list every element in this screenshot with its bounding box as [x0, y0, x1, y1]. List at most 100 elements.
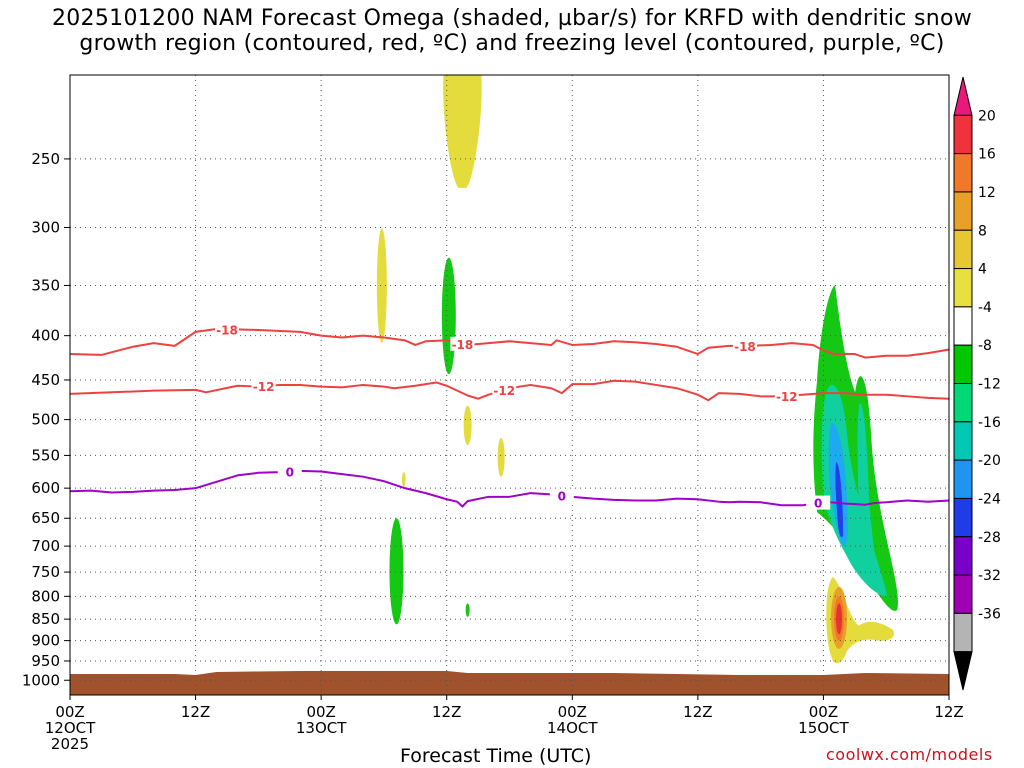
- contour-label-bg: [549, 488, 574, 503]
- plot-frame: [69, 74, 950, 696]
- y-tick-label: 550: [31, 446, 60, 464]
- colorbar-label: -4: [978, 300, 992, 316]
- x-tick-label: 12Z: [432, 703, 461, 721]
- colorbar-cell: [953, 153, 973, 193]
- chart-title: 2025101200 NAM Forecast Omega (shaded, µ…: [0, 6, 1024, 56]
- y-axis: 250 300 350 400 450 500 550 600 650 700 750 800 850 9…: [22, 150, 70, 689]
- omega-region: [441, 257, 456, 375]
- colorbar-label: -20: [978, 453, 1001, 469]
- contour-label: 0: [558, 490, 566, 504]
- colorbar-cell: [953, 421, 973, 461]
- y-tick-label: 800: [31, 587, 60, 605]
- colorbar-cell: [953, 459, 973, 499]
- contour-label-bg: [774, 388, 799, 403]
- contour-label: 0: [286, 465, 294, 479]
- contour-label: -18: [734, 340, 756, 354]
- colorbar-label: -12: [978, 377, 1001, 393]
- x-tick-label: 12OCT: [45, 719, 96, 737]
- omega-region: [389, 518, 404, 625]
- terrain: [70, 671, 949, 695]
- x-tick-label: 12Z: [683, 703, 712, 721]
- chart-title-line2: growth region (contoured, red, ºC) and f…: [79, 31, 945, 56]
- colorbar-label: -24: [978, 491, 1001, 507]
- colorbar-cell: [953, 497, 973, 538]
- omega-region: [402, 472, 406, 487]
- colorbar-cell: [953, 536, 973, 576]
- y-tick-label: 700: [31, 537, 60, 555]
- contour-label-bg: [277, 464, 302, 479]
- x-tick-label: 14OCT: [547, 719, 598, 737]
- contour-label: -18: [216, 323, 238, 337]
- contour-label: 0: [814, 497, 822, 511]
- colorbar-cell: [953, 268, 973, 308]
- contour-label-bg: [806, 495, 831, 510]
- colorbar-label: 12: [978, 185, 996, 201]
- colorbar-cell: [953, 383, 973, 423]
- omega-region: [463, 405, 472, 446]
- contour-label: -12: [493, 384, 515, 398]
- omega-region: [497, 437, 505, 477]
- x-tick-label: 00Z: [558, 703, 587, 721]
- colorbar-label: -16: [978, 415, 1001, 431]
- x-tick-label: 13OCT: [296, 719, 347, 737]
- x-tick-label: 12Z: [934, 703, 963, 721]
- colorbar-label: -36: [978, 606, 1001, 622]
- contour-label: -12: [253, 380, 275, 394]
- colorbar-label: 4: [978, 262, 987, 278]
- y-tick-label: 400: [31, 327, 60, 345]
- contours: -18 -18 -18 -12 -12 -12 0 0 0: [69, 322, 950, 511]
- colorbar-cell: [953, 114, 973, 155]
- contour-line: [69, 379, 950, 402]
- colorbar-cell: [953, 651, 973, 691]
- contour-line: [69, 328, 950, 359]
- x-tick-label: 00Z: [55, 703, 84, 721]
- colorbar: 20 16 12 8 4 -4 -8 -12 -16 -20 -24 -28 -32 -36: [953, 76, 1001, 691]
- colorbar-cell: [953, 76, 973, 116]
- x-tick-label: 2025: [51, 735, 89, 753]
- omega-region: [443, 75, 482, 188]
- site-credit: coolwx.com/models: [826, 745, 993, 764]
- colorbar-label: 8: [978, 223, 987, 239]
- x-tick-label: 00Z: [809, 703, 838, 721]
- y-tick-label: 300: [31, 218, 60, 236]
- omega-region: [376, 228, 387, 343]
- contour-label-bg: [214, 322, 239, 337]
- colorbar-cell: [953, 612, 973, 653]
- x-tick-label: 00Z: [306, 703, 335, 721]
- y-tick-label: 1000: [22, 671, 60, 689]
- colorbar-cell: [953, 344, 973, 384]
- x-axis-label: Forecast Time (UTC): [400, 745, 592, 767]
- y-tick-label: 500: [31, 411, 60, 429]
- y-tick-label: 950: [31, 652, 60, 670]
- colorbar-label: -28: [978, 530, 1001, 546]
- omega-region: [465, 603, 470, 617]
- colorbar-label: -8: [978, 338, 992, 354]
- colorbar-cell: [953, 191, 973, 231]
- contour-label-bg: [450, 336, 475, 351]
- y-tick-label: 650: [31, 509, 60, 527]
- contour-label-bg: [732, 338, 757, 353]
- omega-region: [836, 603, 843, 635]
- contour-label: -12: [776, 390, 798, 404]
- omega-region: [813, 285, 898, 611]
- omega-region: [857, 403, 880, 592]
- x-tick-label: 12Z: [181, 703, 210, 721]
- omega-region: [835, 462, 844, 538]
- colorbar-cell: [953, 306, 973, 346]
- x-tick-label: 15OCT: [798, 719, 849, 737]
- y-tick-label: 350: [31, 276, 60, 294]
- colorbar-label: -32: [978, 568, 1001, 584]
- colorbar-cell: [953, 229, 973, 270]
- y-tick-label: 600: [31, 479, 60, 497]
- y-tick-label: 250: [31, 150, 60, 168]
- colorbar-label: 16: [978, 147, 996, 163]
- y-tick-label: 900: [31, 632, 60, 650]
- y-tick-label: 450: [31, 371, 60, 389]
- colorbar-cell: [953, 574, 973, 614]
- omega-shading: [376, 75, 898, 664]
- y-tick-label: 750: [31, 563, 60, 581]
- contour-label-bg: [251, 379, 276, 394]
- terrain-surface: [70, 671, 949, 695]
